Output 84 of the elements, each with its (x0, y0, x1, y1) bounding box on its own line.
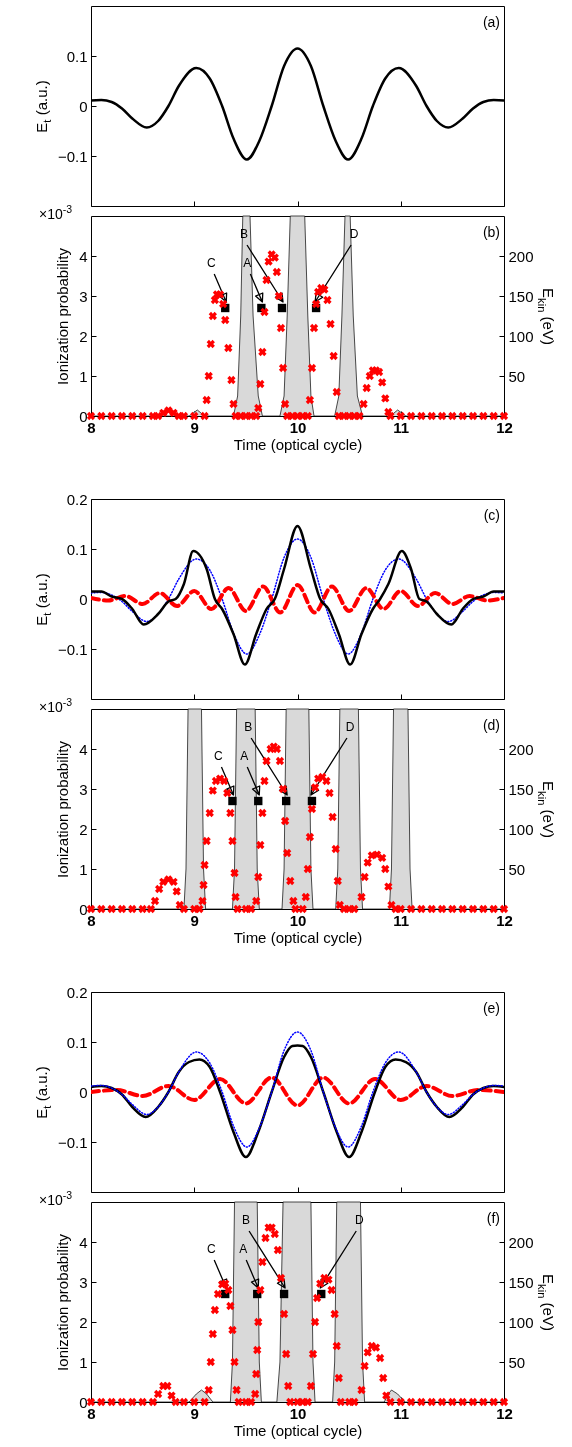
y-tick-label: 0 (79, 590, 88, 608)
annotation: D (345, 720, 355, 734)
y-tick-label: 1 (79, 367, 88, 385)
x-tick-label: 12 (496, 418, 513, 436)
y-tick-label: 3 (79, 287, 88, 305)
annotation: (c) (483, 507, 500, 523)
y-tick-label: 0 (79, 407, 88, 425)
x-tick-label: 12 (496, 1404, 513, 1422)
y-axis-title: Ionization probability (54, 247, 72, 385)
y-tick-label: 4 (79, 247, 88, 265)
annotation: (b) (482, 224, 500, 240)
y-tick-label: 0.1 (66, 1033, 88, 1051)
y-tick-label: 0.2 (66, 983, 88, 1001)
y2-tick-label: 200 (508, 1233, 534, 1251)
y-tick-label: 4 (79, 740, 88, 758)
annotation: B (240, 227, 249, 241)
y2-tick-label: 200 (508, 740, 534, 758)
y-tick-label: −0.1 (57, 640, 88, 658)
y-tick-label: 2 (79, 820, 88, 838)
x-axis-title: Time (optical cycle) (233, 928, 363, 946)
y-tick-label: 0 (79, 97, 88, 115)
annotation: D (349, 227, 359, 241)
y-tick-label: 0.1 (66, 540, 88, 558)
y2-tick-label: 200 (508, 247, 534, 265)
y-axis-title: Ionization probability (54, 1233, 72, 1371)
x-axis-title: Time (optical cycle) (233, 1421, 363, 1439)
annotation: B (244, 720, 253, 734)
y2-tick-label: 100 (508, 820, 534, 838)
y2-tick-label: 100 (508, 327, 534, 345)
x-tick-label: 8 (87, 911, 96, 929)
annotation: A (239, 1242, 248, 1256)
x-tick-label: 9 (190, 1404, 199, 1422)
line-series (91, 538, 504, 655)
y-tick-label: 3 (79, 1273, 88, 1291)
x-tick-label: 11 (393, 418, 410, 436)
y-tick-label: 0 (79, 1393, 88, 1411)
x-tick-label: 11 (393, 1404, 410, 1422)
x-tick-label: 8 (87, 418, 96, 436)
line-series (91, 1031, 504, 1148)
text: ×10$^{-3}$ (39, 1188, 73, 1208)
y-tick-label: 3 (79, 780, 88, 798)
y2-tick-label: 50 (508, 367, 526, 385)
annotation: C (214, 749, 224, 763)
y-tick-label: 4 (79, 1233, 88, 1251)
line-series (91, 1075, 504, 1108)
annotation: (a) (482, 14, 500, 30)
y2-tick-label: 150 (508, 287, 534, 305)
y2-tick-label: 150 (508, 780, 534, 798)
y2-tick-label: 50 (508, 1353, 526, 1371)
x-axis-title: Time (optical cycle) (233, 435, 363, 453)
y2-tick-label: 150 (508, 1273, 534, 1291)
text: ×10$^{-3}$ (39, 202, 73, 222)
y-tick-label: −0.1 (57, 1133, 88, 1151)
y-tick-label: 0.1 (66, 47, 88, 65)
y-tick-label: 0 (79, 900, 88, 918)
annotation: A (240, 749, 249, 763)
y-tick-label: 2 (79, 327, 88, 345)
x-tick-label: 9 (190, 911, 199, 929)
y-tick-label: 0.2 (66, 490, 88, 508)
annotation: D (354, 1213, 364, 1227)
annotation: (f) (486, 1210, 500, 1226)
y-tick-label: −0.1 (57, 147, 88, 165)
x-tick-label: 10 (289, 911, 307, 929)
annotation: (e) (482, 1000, 500, 1016)
x-tick-label: 10 (289, 418, 307, 436)
x-tick-label: 10 (289, 1404, 307, 1422)
y2-tick-label: 100 (508, 1313, 534, 1331)
y-tick-label: 0 (79, 1083, 88, 1101)
x-tick-label: 8 (87, 1404, 96, 1422)
y2-tick-label: 50 (508, 860, 526, 878)
y-tick-label: 2 (79, 1313, 88, 1331)
x-tick-label: 9 (190, 418, 199, 436)
annotation: C (206, 256, 216, 270)
annotation: C (206, 1242, 216, 1256)
text: ×10$^{-3}$ (39, 695, 73, 715)
y-tick-label: 1 (79, 860, 88, 878)
annotation: A (243, 256, 252, 270)
y-axis-title: Ionization probability (54, 740, 72, 878)
x-tick-label: 12 (496, 911, 513, 929)
x-tick-label: 11 (393, 911, 410, 929)
annotation: (d) (482, 717, 500, 733)
annotation: B (242, 1213, 251, 1227)
line-series (91, 583, 504, 615)
y-tick-label: 1 (79, 1353, 88, 1371)
